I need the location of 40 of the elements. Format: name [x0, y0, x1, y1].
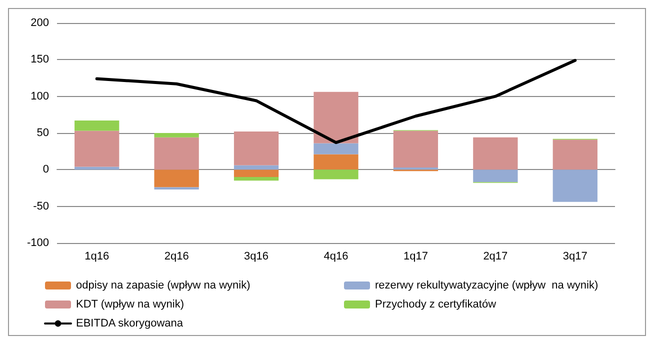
line-series: [95, 58, 577, 144]
bar: [314, 170, 358, 180]
x-tick-label: 1q16: [84, 250, 110, 262]
bar: [393, 167, 438, 170]
bar: [154, 137, 199, 170]
bar: [234, 165, 279, 170]
legend-label: EBITDA skorygowana: [76, 318, 184, 330]
bar: [154, 133, 199, 138]
legend-label: rezerwy rekultywatyzacyjne (wpływ na wynik): [375, 280, 598, 292]
x-tick-label: 2q17: [483, 250, 508, 262]
legend-label: odpisy na zapasie (wpływ na wynik): [76, 280, 250, 292]
bar: [393, 130, 438, 168]
x-tick-label: 1q17: [403, 250, 428, 262]
y-tick-label: 100: [30, 90, 49, 102]
x-tick-label: 3q17: [562, 250, 588, 262]
x-tick-label: 2q16: [164, 250, 189, 262]
bar: [473, 170, 518, 182]
y-tick-label: 200: [30, 17, 49, 29]
y-tick-label: 150: [30, 54, 49, 66]
legend-label: KDT (wpływ na wynik): [76, 298, 184, 310]
bar: [552, 170, 598, 202]
bar: [74, 120, 120, 131]
bar: [314, 154, 358, 170]
bar: [154, 170, 199, 188]
y-tick-label: -50: [33, 200, 49, 212]
x-tick-label: 4q16: [324, 250, 348, 262]
legend-label: Przychody z certyfikatów: [375, 298, 496, 310]
y-tick-label: 0: [42, 164, 49, 176]
bar: [314, 143, 358, 154]
bar: [314, 92, 358, 144]
bar: [473, 137, 518, 170]
bar: [552, 140, 598, 170]
bar: [74, 130, 120, 167]
y-tick-label: 50: [36, 127, 49, 139]
bar: [234, 177, 279, 181]
bar: [74, 166, 120, 170]
bar: [234, 132, 279, 166]
y-tick-label: -100: [26, 237, 49, 249]
bar: [234, 170, 279, 177]
x-tick-label: 3q16: [244, 250, 269, 262]
